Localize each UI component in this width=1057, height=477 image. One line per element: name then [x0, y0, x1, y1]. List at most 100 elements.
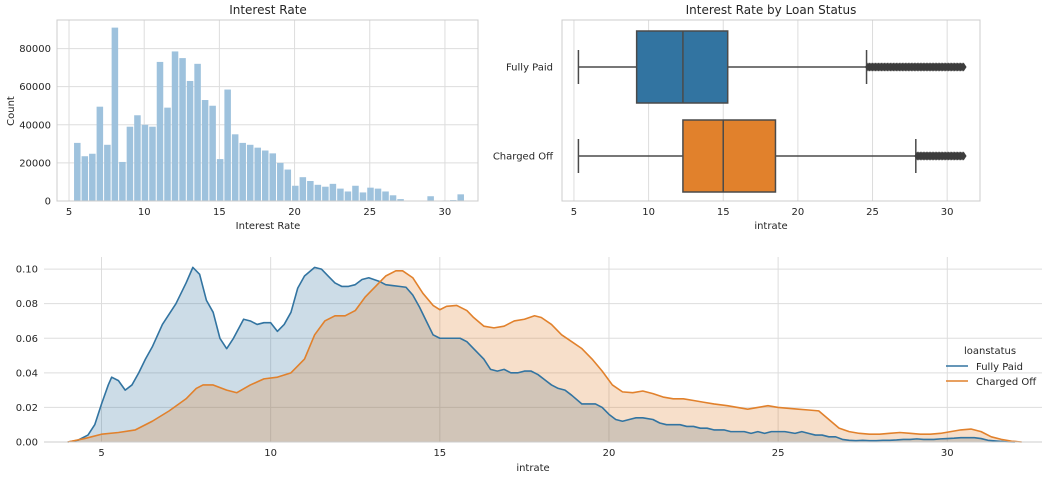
kde-y-tick-5: 0.10 [16, 265, 38, 276]
histogram-y-tick-40000: 40000 [19, 120, 51, 131]
boxplot-x-tick-20: 20 [792, 207, 805, 218]
histogram-plot-frame [56, 19, 479, 202]
boxplot-x-tick-5: 5 [571, 207, 577, 218]
histogram-bar-8 [134, 115, 141, 201]
histogram-bar-47 [427, 196, 434, 201]
histogram-x-tick-20: 20 [288, 207, 301, 218]
histogram-bar-40 [374, 188, 382, 201]
outlier-charged-off [960, 151, 967, 161]
histogram-bar-42 [389, 195, 397, 201]
kde-panel: 5 10 15 20 25 30 0.00 0.02 0.04 0.06 0.08 0.10 int… [16, 257, 1042, 474]
kde-line-charged-off [67, 270, 1022, 443]
histogram-bar-12 [164, 107, 171, 201]
kde-y-tick-4: 0.08 [16, 299, 38, 310]
histogram-bar-28 [284, 169, 292, 201]
histogram-y-ticks: 0 20000 40000 60000 80000 [19, 44, 51, 207]
histogram-bar-20 [224, 89, 231, 201]
histogram-bar-15 [186, 80, 194, 201]
histogram-bar-22 [239, 142, 246, 201]
histogram-x-tick-30: 30 [439, 207, 452, 218]
boxplot-y-ticks: Fully Paid Charged Off [493, 63, 554, 163]
boxplot-x-tick-25: 25 [866, 207, 879, 218]
histogram-x-tick-25: 25 [363, 207, 376, 218]
legend-label-charged-off: Charged Off [976, 377, 1037, 388]
kde-x-tick-25: 25 [772, 448, 785, 459]
histogram-bar-33 [322, 186, 329, 201]
histogram-bar-21 [231, 134, 239, 201]
histogram-bar-25 [261, 150, 269, 201]
kde-area-fully-paid [67, 267, 1015, 442]
histogram-bar-9 [141, 124, 149, 201]
boxplot-y-tick-0: Fully Paid [506, 63, 553, 74]
histogram-bar-26 [269, 153, 277, 201]
histogram-bar-6 [119, 161, 126, 201]
histogram-bar-1 [81, 156, 89, 201]
histogram-bar-16 [194, 63, 201, 202]
kde-y-tick-0: 0.00 [16, 438, 38, 449]
histogram-bar-0 [74, 142, 81, 201]
kde-x-tick-5: 5 [98, 448, 104, 459]
histogram-bar-10 [149, 126, 156, 201]
histogram-bar-2 [89, 153, 96, 201]
histogram-bar-36 [344, 191, 352, 201]
histogram-x-label: Interest Rate [236, 221, 301, 232]
histogram-bar-14 [179, 58, 186, 202]
histogram-bar-18 [209, 105, 216, 201]
histogram-title: Interest Rate [229, 3, 307, 17]
kde-x-ticks: 5 10 15 20 25 30 [98, 448, 953, 459]
outlier-fully-paid [960, 62, 967, 72]
histogram-x-tick-5: 5 [66, 207, 72, 218]
histogram-y-tick-60000: 60000 [19, 82, 51, 93]
histogram-bar-41 [382, 191, 389, 201]
kde-line-fully-paid [67, 266, 1015, 443]
kde-y-ticks: 0.00 0.02 0.04 0.06 0.08 0.10 [16, 265, 38, 449]
kde-legend: loanstatus Fully Paid Charged Off [946, 346, 1037, 388]
histogram-y-label: Count [6, 96, 17, 126]
kde-x-tick-30: 30 [941, 448, 954, 459]
histogram-bar-43 [397, 199, 404, 201]
histogram-bar-23 [246, 144, 254, 201]
histogram-y-tick-80000: 80000 [19, 44, 51, 55]
kde-area-charged-off [67, 270, 1022, 442]
histogram-y-tick-20000: 20000 [19, 158, 51, 169]
histogram-bar-51 [457, 194, 464, 201]
boxplot-x-label: intrate [754, 221, 787, 232]
histogram-bar-31 [307, 180, 314, 201]
kde-x-label: intrate [516, 463, 549, 474]
histogram-bar-39 [367, 187, 374, 201]
histogram-bar-7 [126, 126, 134, 201]
histogram-x-tick-15: 15 [213, 207, 226, 218]
kde-x-tick-10: 10 [264, 448, 277, 459]
histogram-bar-30 [299, 177, 307, 201]
histogram-bar-37 [352, 185, 359, 201]
histogram-bar-13 [171, 51, 179, 201]
kde-y-tick-2: 0.04 [16, 368, 38, 379]
boxplot-y-tick-1: Charged Off [493, 152, 554, 163]
histogram-bar-34 [329, 183, 337, 201]
histogram-bar-5 [111, 27, 119, 202]
kde-x-tick-15: 15 [433, 448, 446, 459]
histogram-bar-17 [201, 100, 209, 201]
histogram-bar-24 [254, 147, 261, 201]
histogram-x-tick-10: 10 [138, 207, 151, 218]
box-charged-off [682, 119, 777, 193]
histogram-bar-3 [96, 106, 104, 201]
boxplot-marks [577, 30, 967, 193]
histogram-panel: Interest Rate 5 10 15 20 25 30 0 20000 40000 600… [6, 3, 479, 232]
histogram-bar-38 [359, 192, 367, 201]
kde-series [67, 266, 1022, 443]
legend-title: loanstatus [964, 346, 1016, 357]
histogram-bars [74, 27, 464, 202]
histogram-bar-27 [277, 162, 284, 201]
histogram-bar-32 [314, 184, 322, 201]
histogram-x-ticks: 5 10 15 20 25 30 [66, 207, 451, 218]
kde-y-tick-1: 0.02 [16, 403, 38, 414]
boxplot-panel: Interest Rate by Loan Status 5 10 15 20 25 30… [493, 3, 981, 232]
boxplot-x-tick-15: 15 [717, 207, 730, 218]
boxplot-x-tick-30: 30 [941, 207, 954, 218]
histogram-bar-11 [156, 61, 164, 202]
kde-x-tick-20: 20 [603, 448, 616, 459]
boxplot-plot-frame [561, 19, 981, 202]
boxplot-title: Interest Rate by Loan Status [686, 3, 857, 17]
